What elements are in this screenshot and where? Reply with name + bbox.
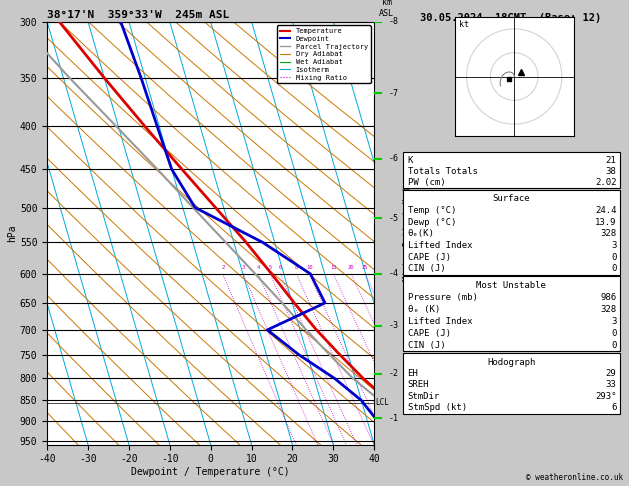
Text: EH: EH — [408, 369, 418, 378]
Text: PW (cm): PW (cm) — [408, 178, 445, 187]
Text: -2: -2 — [388, 369, 398, 378]
Text: 3: 3 — [611, 317, 616, 326]
Text: 6: 6 — [279, 265, 282, 270]
Text: 38°17'N  359°33'W  245m ASL: 38°17'N 359°33'W 245m ASL — [47, 10, 230, 20]
Text: Temp (°C): Temp (°C) — [408, 206, 456, 215]
Text: kt: kt — [459, 19, 469, 29]
Text: -1: -1 — [388, 414, 398, 423]
Text: Surface: Surface — [493, 194, 530, 203]
X-axis label: Dewpoint / Temperature (°C): Dewpoint / Temperature (°C) — [131, 467, 290, 477]
Text: -5: -5 — [388, 214, 398, 223]
Text: 13.9: 13.9 — [595, 218, 616, 226]
Text: Totals Totals: Totals Totals — [408, 167, 477, 176]
Text: 5: 5 — [269, 265, 272, 270]
Text: Mixing Ratio (g/kg): Mixing Ratio (g/kg) — [403, 186, 412, 281]
Text: Hodograph: Hodograph — [487, 358, 535, 366]
Text: -4: -4 — [388, 269, 398, 278]
Text: Most Unstable: Most Unstable — [476, 281, 546, 290]
Text: 0: 0 — [611, 341, 616, 350]
Text: -6: -6 — [388, 154, 398, 163]
Text: 0: 0 — [611, 264, 616, 273]
Text: StmSpd (kt): StmSpd (kt) — [408, 403, 467, 412]
Text: Lifted Index: Lifted Index — [408, 317, 472, 326]
Text: 328: 328 — [600, 229, 616, 238]
Text: km
ASL: km ASL — [379, 0, 394, 17]
Text: 24.4: 24.4 — [595, 206, 616, 215]
Text: K: K — [408, 156, 413, 165]
Text: SREH: SREH — [408, 381, 429, 389]
Text: LCL: LCL — [375, 398, 389, 407]
Text: 15: 15 — [330, 265, 337, 270]
Text: 293°: 293° — [595, 392, 616, 401]
Text: 986: 986 — [600, 293, 616, 302]
Text: CIN (J): CIN (J) — [408, 264, 445, 273]
Text: 30.05.2024  18GMT  (Base: 12): 30.05.2024 18GMT (Base: 12) — [420, 13, 602, 23]
Text: 4: 4 — [257, 265, 260, 270]
Text: 25: 25 — [362, 265, 369, 270]
Text: 10: 10 — [306, 265, 313, 270]
Text: CAPE (J): CAPE (J) — [408, 329, 450, 338]
Text: Lifted Index: Lifted Index — [408, 241, 472, 250]
Text: 0: 0 — [611, 329, 616, 338]
Text: 8: 8 — [295, 265, 298, 270]
Text: 33: 33 — [606, 381, 616, 389]
Text: 3: 3 — [611, 241, 616, 250]
Text: © weatheronline.co.uk: © weatheronline.co.uk — [526, 473, 623, 482]
Text: 0: 0 — [611, 253, 616, 261]
Text: 2.02: 2.02 — [595, 178, 616, 187]
Text: Dewp (°C): Dewp (°C) — [408, 218, 456, 226]
Y-axis label: hPa: hPa — [7, 225, 17, 242]
Text: -7: -7 — [388, 88, 398, 98]
Text: 6: 6 — [611, 403, 616, 412]
Legend: Temperature, Dewpoint, Parcel Trajectory, Dry Adiabat, Wet Adiabat, Isotherm, Mi: Temperature, Dewpoint, Parcel Trajectory… — [277, 25, 370, 83]
Text: -3: -3 — [388, 321, 398, 330]
Text: CIN (J): CIN (J) — [408, 341, 445, 350]
Text: CAPE (J): CAPE (J) — [408, 253, 450, 261]
Text: Pressure (mb): Pressure (mb) — [408, 293, 477, 302]
Text: 2: 2 — [221, 265, 225, 270]
Text: θₑ(K): θₑ(K) — [408, 229, 435, 238]
Text: 21: 21 — [606, 156, 616, 165]
Text: StmDir: StmDir — [408, 392, 440, 401]
Text: 29: 29 — [606, 369, 616, 378]
Text: 328: 328 — [600, 305, 616, 314]
Text: 20: 20 — [348, 265, 354, 270]
Text: -8: -8 — [388, 17, 398, 26]
Text: 3: 3 — [242, 265, 245, 270]
Text: θₑ (K): θₑ (K) — [408, 305, 440, 314]
Text: 38: 38 — [606, 167, 616, 176]
